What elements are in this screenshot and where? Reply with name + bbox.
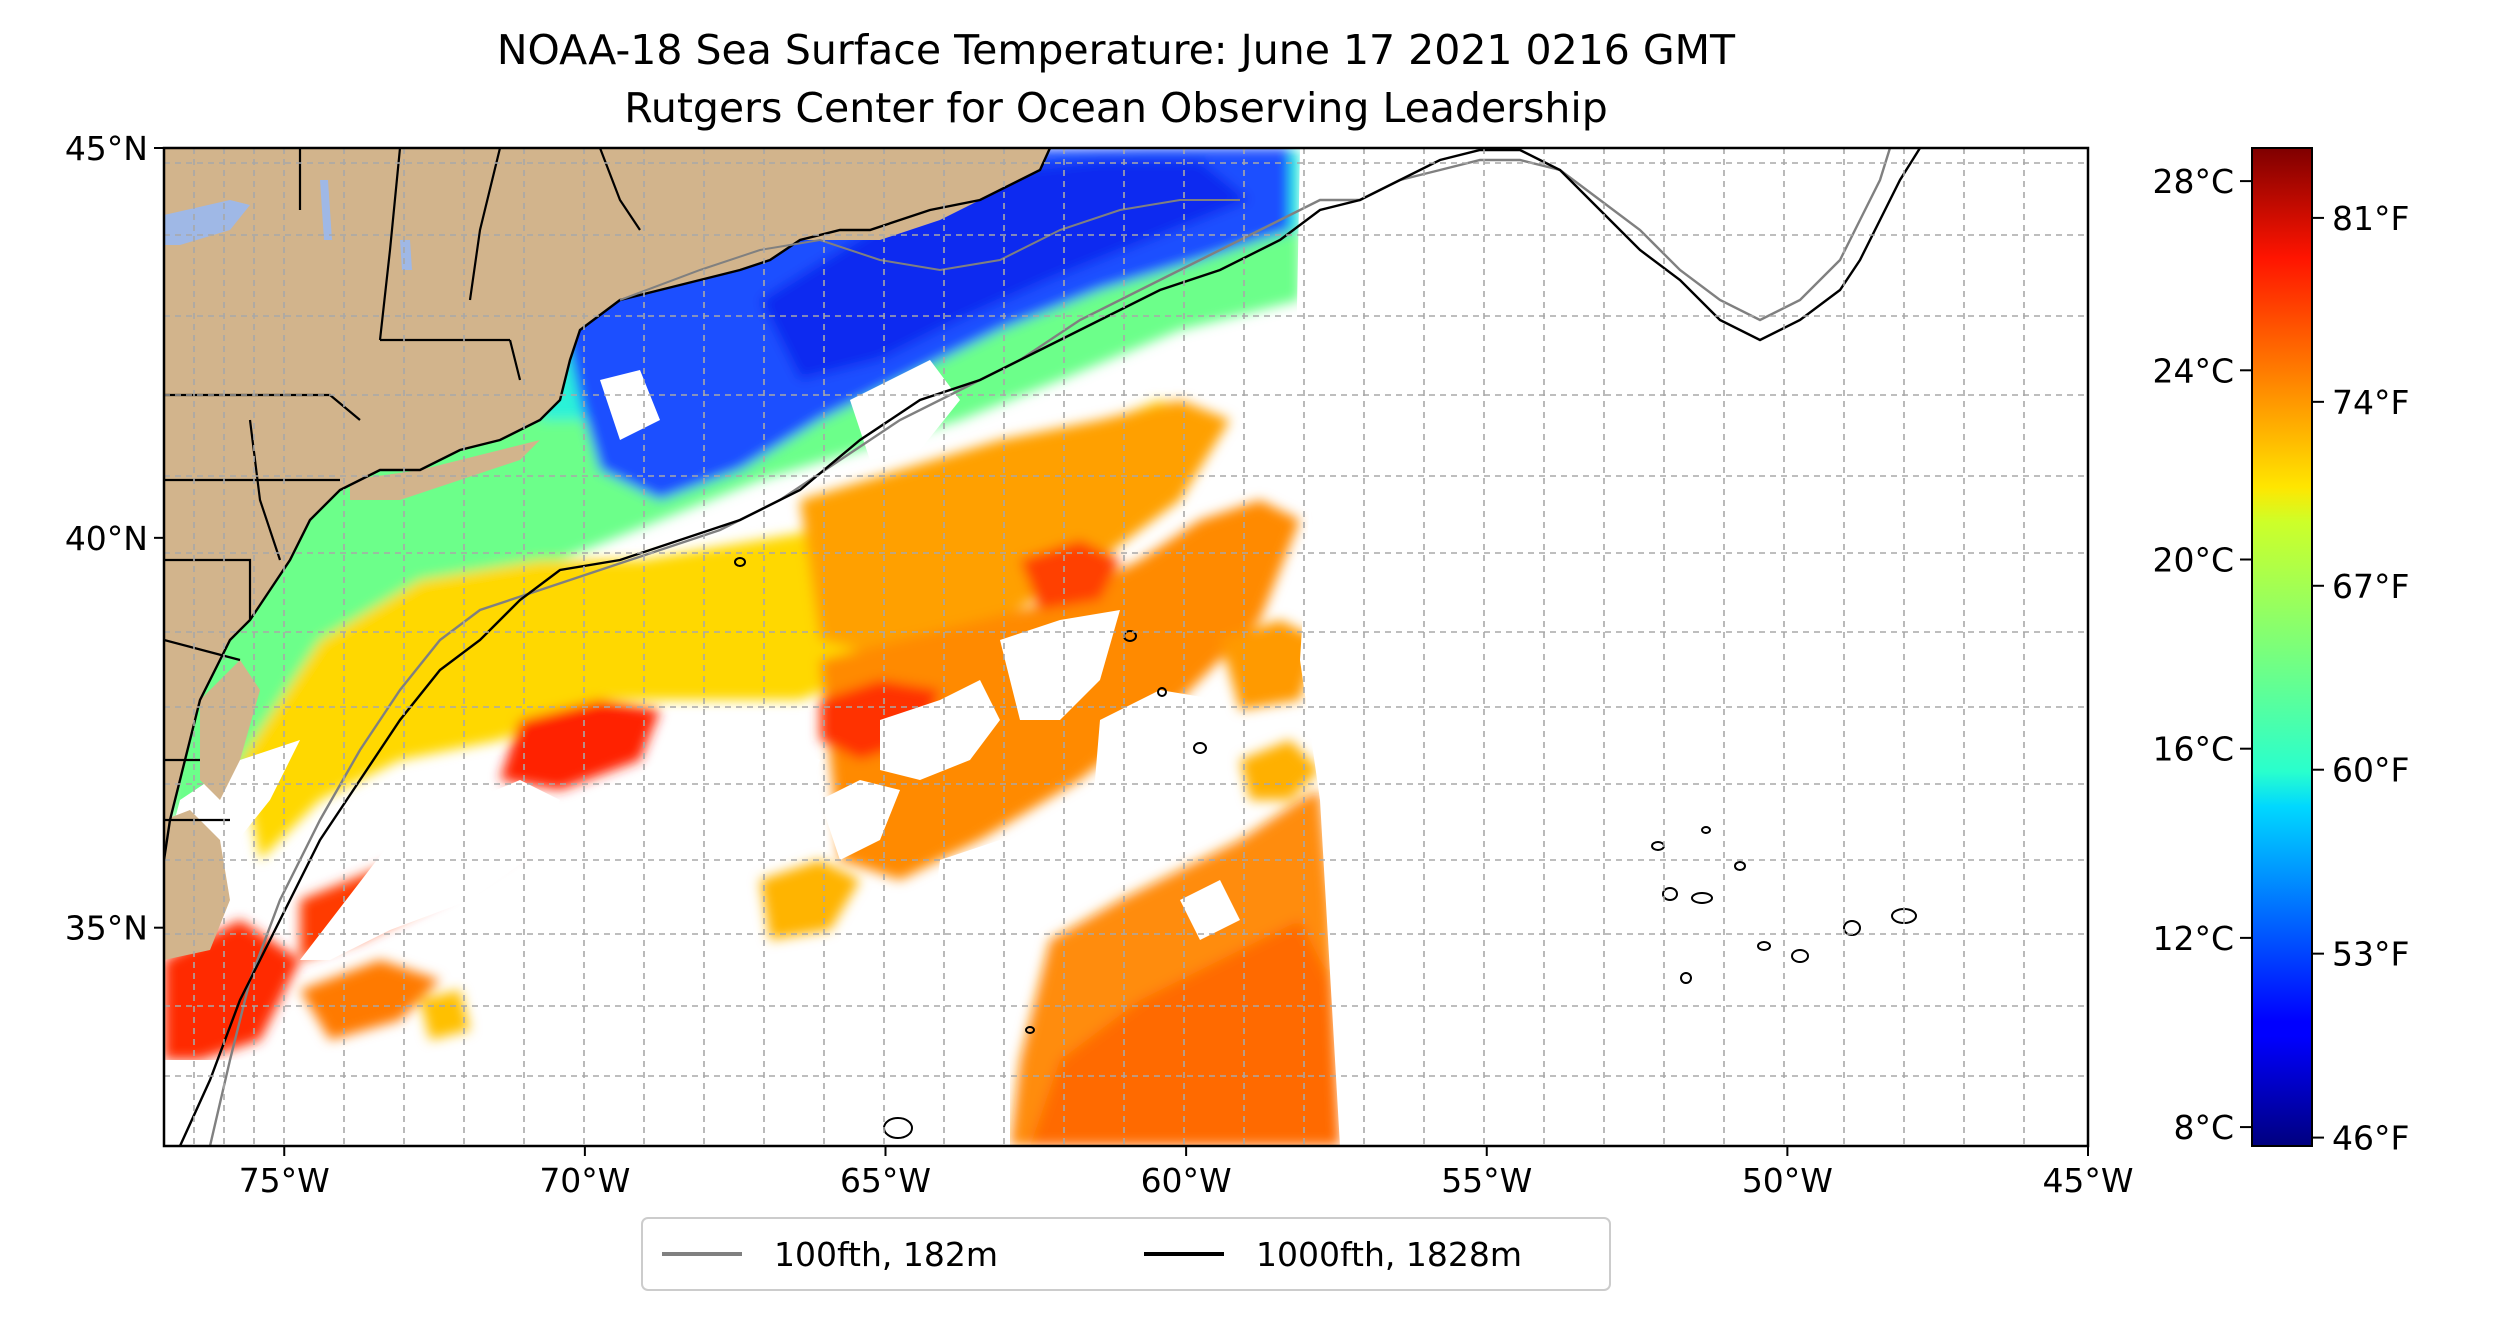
land-mass xyxy=(164,148,1050,960)
sst-shelf-green xyxy=(170,180,1300,820)
sst-patch-5 xyxy=(1220,620,1320,710)
fahrenheit-tick-label: 53°F xyxy=(2332,935,2409,974)
fahrenheit-tick-label: 60°F xyxy=(2332,751,2409,790)
colorbar-gradient xyxy=(2251,147,2313,1147)
chart-subtitle: Rutgers Center for Ocean Observing Leade… xyxy=(624,84,1608,132)
legend-frame xyxy=(641,1217,1611,1291)
lake-ontario-edge xyxy=(164,200,250,245)
celsius-tick-label: 8°C xyxy=(2173,1108,2234,1147)
celsius-tick-label: 24°C xyxy=(2152,351,2234,390)
lon-tick-label: 75°W xyxy=(239,1161,330,1200)
celsius-tick-label: 20°C xyxy=(2152,540,2234,579)
lon-tick-label: 50°W xyxy=(1742,1161,1833,1200)
sst-south-red xyxy=(164,920,300,1060)
fahrenheit-tick-label: 46°F xyxy=(2332,1119,2409,1158)
legend-label-1000fth: 1000fth, 1828m xyxy=(1256,1235,1522,1274)
sst-patch-7 xyxy=(1240,740,1320,800)
lon-tick-label: 55°W xyxy=(1441,1161,1532,1200)
chesapeake-peninsula xyxy=(200,660,260,800)
map-content xyxy=(164,148,2088,1146)
coastline xyxy=(164,148,1052,861)
no-data-cloud-masks xyxy=(164,148,2088,1146)
chart-title: NOAA-18 Sea Surface Temperature: June 17… xyxy=(497,26,1736,74)
celsius-tick-label: 28°C xyxy=(2152,162,2234,201)
temperature-colorbar: 8°C 12°C 16°C 20°C 24°C 28°C 46°F 53°F 60°F 67°F… xyxy=(2152,147,2409,1158)
sst-slope-orange xyxy=(800,400,1230,660)
isobath-100fth xyxy=(208,148,1892,1146)
isobath-1000fth xyxy=(178,148,1922,1146)
longitude-axis: 75°W 70°W 65°W 60°W 55°W 50°W 45°W xyxy=(239,1146,2134,1200)
lon-tick-label: 65°W xyxy=(840,1161,931,1200)
isobath-legend: 100fth, 182m 1000fth, 1828m xyxy=(641,1217,1611,1291)
sst-patch-4 xyxy=(760,860,860,940)
north-america-land xyxy=(164,148,1050,860)
lat-tick-label: 45°N xyxy=(65,129,148,168)
south-coast-land xyxy=(164,810,230,960)
lon-tick-label: 45°W xyxy=(2042,1161,2133,1200)
sst-red-patch-3 xyxy=(1020,540,1120,610)
sst-patch-6 xyxy=(420,990,470,1040)
map-panel xyxy=(162,146,2090,1148)
celsius-tick-label: 12°C xyxy=(2152,919,2234,958)
graticule xyxy=(164,148,2088,1146)
nova-scotia xyxy=(800,148,1050,240)
fahrenheit-tick-label: 81°F xyxy=(2332,199,2409,238)
latitude-axis: 35°N 40°N 45°N xyxy=(65,129,164,948)
long-island xyxy=(350,440,540,500)
lon-tick-label: 60°W xyxy=(1141,1161,1232,1200)
colorbar-celsius-ticks: 8°C 12°C 16°C 20°C 24°C 28°C xyxy=(2152,162,2252,1147)
isobath-100fth-gom xyxy=(619,199,1240,301)
fahrenheit-tick-label: 74°F xyxy=(2332,383,2409,422)
lon-tick-label: 70°W xyxy=(539,1161,630,1200)
lake-patch-2 xyxy=(400,240,412,270)
map-frame xyxy=(162,146,2090,1148)
colorbar-fahrenheit-ticks: 46°F 53°F 60°F 67°F 74°F 81°F xyxy=(2312,199,2409,1158)
celsius-tick-label: 16°C xyxy=(2152,730,2234,769)
sst-southern-swath-dark xyxy=(1030,920,1340,1146)
sst-gulf-stream-red xyxy=(500,700,660,790)
lat-tick-label: 35°N xyxy=(65,909,148,948)
fahrenheit-tick-label: 67°F xyxy=(2332,567,2409,606)
sst-orange-streak xyxy=(300,960,440,1040)
legend-label-100fth: 100fth, 182m xyxy=(774,1235,998,1274)
lake-champlain xyxy=(320,180,332,240)
lat-tick-label: 40°N xyxy=(65,519,148,558)
sst-blue-core xyxy=(760,160,1250,380)
